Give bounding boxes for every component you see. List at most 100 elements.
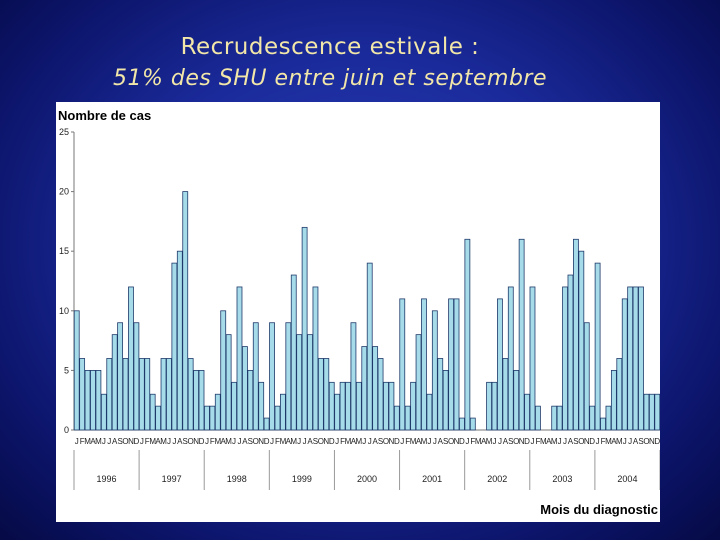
bar-mark	[323, 358, 330, 431]
bar-mark	[155, 405, 162, 431]
month-label: D	[589, 437, 595, 446]
month-label: J	[493, 437, 497, 446]
month-label: N	[323, 437, 329, 446]
bar-mark	[366, 262, 373, 431]
month-label: D	[199, 437, 205, 446]
year-label: 2001	[422, 474, 442, 484]
month-label: S	[638, 437, 643, 446]
bar-mark	[274, 405, 281, 431]
month-label: J	[530, 437, 534, 446]
month-label: O	[122, 437, 128, 446]
bar-mark	[453, 298, 460, 431]
bar-mark	[225, 334, 232, 431]
month-label: N	[258, 437, 264, 446]
month-label: A	[286, 437, 292, 446]
bar-mark	[193, 369, 199, 431]
month-label: J	[297, 437, 301, 446]
bar-mark	[616, 358, 623, 431]
month-label: A	[177, 437, 183, 446]
bar-mark	[160, 358, 167, 431]
bar-mark	[502, 358, 509, 431]
bar-mark	[171, 262, 178, 431]
month-label: J	[270, 437, 274, 446]
month-label: J	[465, 437, 469, 446]
y-tick-label: 15	[59, 246, 69, 256]
month-label: A	[438, 437, 444, 446]
month-label: D	[654, 437, 660, 446]
bar-mark	[149, 393, 156, 431]
month-label: N	[389, 437, 395, 446]
month-label: A	[372, 437, 378, 446]
bar-mark	[442, 369, 449, 431]
bar-mark	[204, 405, 210, 431]
month-label: A	[221, 437, 227, 446]
bar-mark	[431, 310, 438, 431]
month-label: M	[421, 437, 428, 446]
month-label: D	[524, 437, 530, 446]
month-label: F	[275, 437, 280, 446]
bar-mark	[524, 393, 530, 431]
month-label: A	[416, 437, 422, 446]
month-label: J	[75, 437, 79, 446]
month-label: M	[486, 437, 493, 446]
month-label: J	[628, 437, 632, 446]
month-label: F	[340, 437, 345, 446]
month-label: J	[172, 437, 176, 446]
slide-subtitle: 51% des SHU entre juin et septembre	[113, 66, 547, 91]
month-label: N	[454, 437, 460, 446]
year-label: 2002	[487, 474, 507, 484]
bar-mark	[269, 322, 275, 431]
month-label: M	[356, 437, 363, 446]
bar-mark	[138, 358, 145, 431]
bar-mark	[643, 393, 650, 431]
chart-panel: Nombre de cas Mois du diagnostic 0 5 10 15 2…	[56, 102, 660, 522]
month-label: N	[649, 437, 655, 446]
month-label: J	[140, 437, 144, 446]
bar-mark	[258, 381, 265, 431]
bar-mark	[497, 298, 503, 431]
bar-mark	[459, 417, 465, 431]
bar-mark	[421, 298, 427, 431]
bar-mark	[339, 381, 346, 431]
month-label: S	[313, 437, 318, 446]
bar-mark	[334, 393, 341, 431]
bar-mark	[578, 250, 585, 431]
month-label: O	[513, 437, 519, 446]
month-label: F	[145, 437, 150, 446]
month-label: M	[551, 437, 558, 446]
month-label: M	[605, 437, 612, 446]
month-label: A	[112, 437, 118, 446]
bar-mark	[621, 298, 628, 431]
bar-mark	[448, 298, 454, 431]
month-label: M	[225, 437, 232, 446]
bar-mark	[312, 286, 319, 431]
y-tick-label: 10	[59, 306, 69, 316]
bar-mark	[279, 393, 286, 431]
month-label: S	[117, 437, 122, 446]
bar-mark	[100, 393, 107, 431]
bar-mark	[648, 393, 655, 431]
month-label: J	[558, 437, 562, 446]
month-label: O	[578, 437, 584, 446]
month-label: M	[540, 437, 547, 446]
month-label: J	[623, 437, 627, 446]
month-label: M	[616, 437, 623, 446]
month-label: A	[633, 437, 639, 446]
bar-mark	[513, 369, 520, 431]
bar-mark	[654, 393, 660, 431]
bar-mark	[73, 310, 80, 431]
bar-mark	[106, 358, 113, 431]
bar-mark	[301, 226, 308, 431]
bar-mark	[122, 358, 129, 431]
bar-mark	[214, 393, 221, 431]
month-label: D	[329, 437, 335, 446]
bar-mark	[556, 405, 563, 431]
bar-mark	[383, 381, 389, 431]
year-label: 1996	[97, 474, 117, 484]
year-label: 2004	[617, 474, 637, 484]
bar-mark	[328, 381, 335, 431]
bar-mark	[345, 381, 351, 431]
month-label: J	[205, 437, 209, 446]
month-label: A	[155, 437, 161, 446]
bar-mark	[247, 369, 254, 431]
